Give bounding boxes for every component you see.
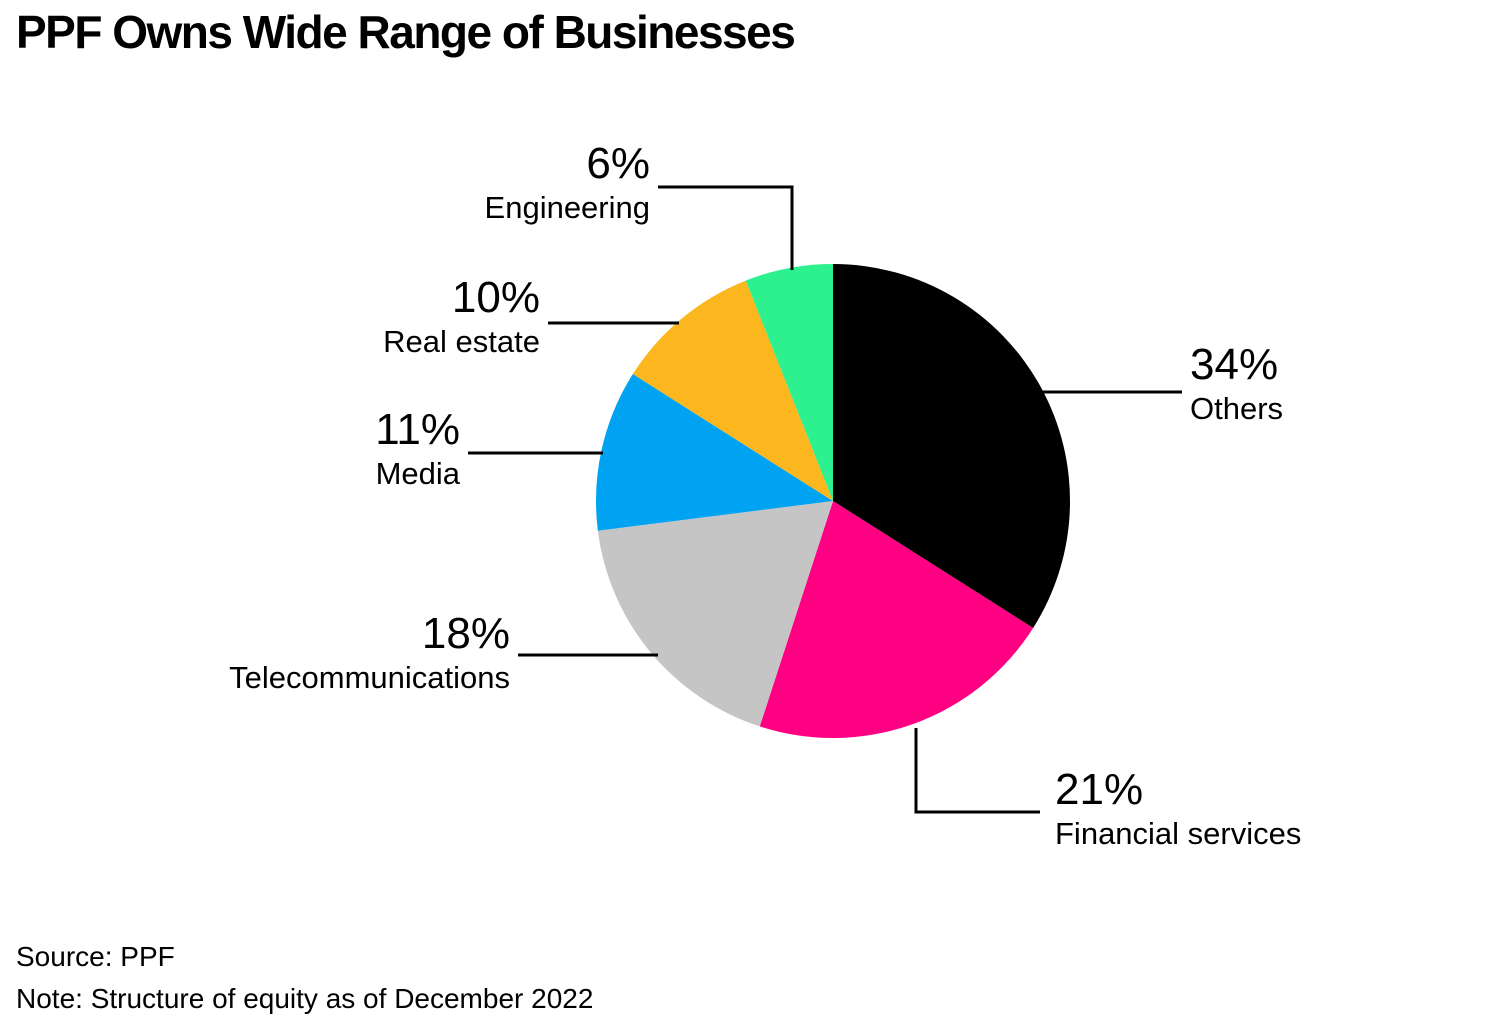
callout-telecommunications-percent: 18%: [421, 609, 510, 658]
callout-engineering-label: Engineering: [484, 190, 650, 225]
callout-others: 34% Others: [1190, 339, 1283, 427]
pie-slice-engineering: [745, 264, 833, 501]
pie-slice-real-estate: [632, 280, 833, 501]
callout-engineering-percent: 6%: [586, 139, 650, 188]
callout-media-percent: 11%: [375, 405, 460, 454]
pie-slices: [596, 264, 1071, 739]
footer: Source: PPF Note: Structure of equity as…: [16, 936, 593, 1020]
chart-title: PPF Owns Wide Range of Businesses: [16, 6, 796, 58]
pie-slice-financial-services: [759, 501, 1034, 739]
source-line: Source: PPF: [16, 941, 175, 972]
callout-real-estate-percent: 10%: [451, 273, 540, 322]
callout-telecommunications: 18% Telecommunications: [229, 608, 510, 696]
callout-others-percent: 34%: [1190, 340, 1279, 389]
callout-financial-services-label: Financial services: [1055, 816, 1302, 851]
callout-financial-services-percent: 21%: [1055, 765, 1144, 814]
leader-line-financial-services: [914, 728, 1040, 814]
leader-line-engineering: [658, 185, 794, 270]
pie-slice-others: [833, 264, 1071, 628]
callout-financial-services: 21% Financial services: [1055, 764, 1301, 852]
callout-media: 11% Media: [375, 404, 460, 492]
callout-media-label: Media: [375, 456, 460, 491]
note-line: Note: Structure of equity as of December…: [16, 983, 594, 1014]
pie-slice-telecommunications: [597, 501, 833, 727]
callout-others-label: Others: [1190, 391, 1284, 426]
pie-slice-media: [596, 374, 833, 531]
callout-real-estate-label: Real estate: [383, 324, 540, 359]
callout-real-estate: 10% Real estate: [383, 272, 540, 360]
callout-telecommunications-label: Telecommunications: [229, 660, 510, 695]
leader-lines: [468, 185, 1182, 814]
callout-engineering: 6% Engineering: [485, 138, 650, 226]
